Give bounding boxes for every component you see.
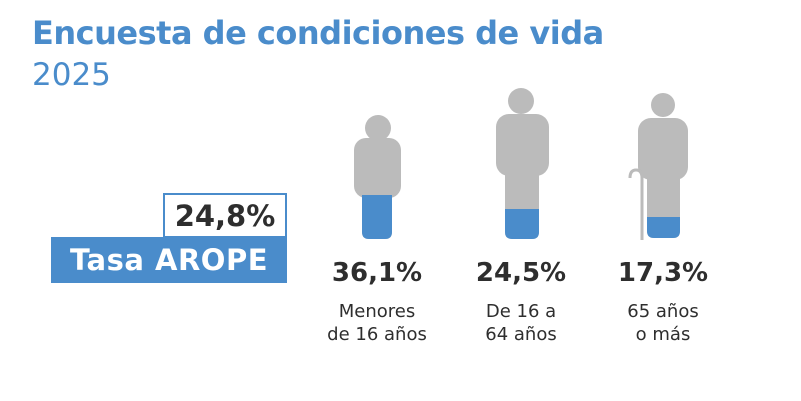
elderly-figure-with-cane-icon — [628, 93, 688, 240]
arope-rate-value: 24,8% — [163, 193, 287, 238]
group-percent-under-16: 36,1% — [331, 258, 423, 288]
group-label-line2: o más — [635, 324, 691, 345]
group-label-line2: de 16 años — [327, 324, 427, 345]
page-title: Encuesta de condiciones de vida — [32, 14, 604, 52]
page-year: 2025 — [32, 57, 111, 93]
group-percent-65-plus: 17,3% — [617, 258, 709, 288]
group-label-line2: 64 años — [485, 324, 557, 345]
arope-rate-label: Tasa AROPE — [51, 237, 287, 283]
group-percent-16-64: 24,5% — [475, 258, 567, 288]
child-figure-icon — [354, 115, 401, 239]
group-label-16-64: De 16 a 64 años — [451, 300, 591, 346]
group-label-line1: De 16 a — [485, 301, 557, 322]
group-label-65-plus: 65 años o más — [593, 300, 733, 346]
group-label-line1: 65 años — [627, 301, 699, 322]
group-label-line1: Menores — [338, 301, 416, 322]
adult-figure-icon — [496, 88, 549, 239]
group-label-under-16: Menores de 16 años — [307, 300, 447, 346]
